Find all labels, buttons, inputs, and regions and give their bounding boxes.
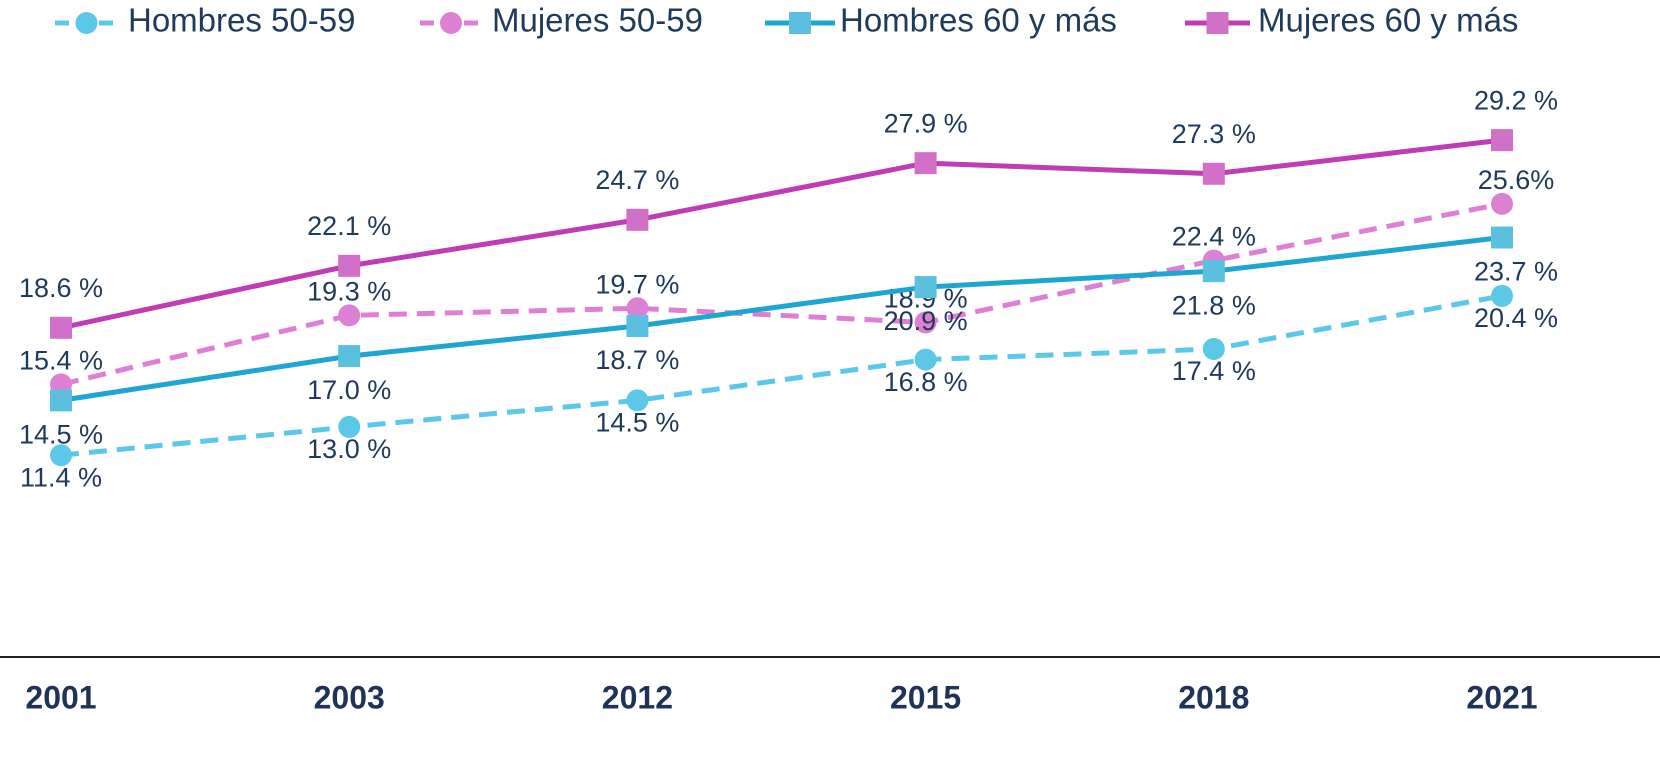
x-tick-label: 2001 (25, 679, 96, 715)
point-marker (1202, 260, 1225, 283)
legend-marker (1206, 12, 1229, 34)
legend-marker (75, 12, 98, 34)
point-marker (338, 254, 361, 277)
data-label: 20.9 % (884, 306, 968, 336)
data-label: 22.1 % (307, 211, 391, 241)
point-marker (914, 348, 937, 371)
data-label: 21.8 % (1172, 290, 1256, 320)
legend-label: Mujeres 60 y más (1258, 2, 1518, 39)
data-label: 23.7 % (1474, 257, 1558, 287)
data-label: 16.8 % (884, 367, 968, 397)
point-marker (1202, 162, 1225, 185)
data-label: 14.5 % (595, 407, 679, 437)
data-label: 24.7 % (595, 165, 679, 195)
data-label: 20.4 % (1474, 303, 1558, 333)
x-tick-label: 2003 (314, 679, 385, 715)
point-marker (914, 152, 937, 175)
data-label: 11.4 % (20, 462, 102, 492)
point-marker (626, 297, 649, 320)
point-marker (50, 444, 72, 467)
data-label: 27.9 % (884, 108, 968, 138)
point-marker (914, 276, 937, 299)
data-label: 27.3 % (1172, 119, 1256, 149)
legend-marker (789, 12, 811, 34)
series-line (60, 201, 1503, 387)
data-label: 14.5 % (19, 419, 103, 449)
legend-label: Hombres 60 y más (840, 2, 1117, 39)
point-marker (914, 311, 937, 334)
legend-label: Hombres 50-59 (128, 2, 355, 39)
point-marker (1491, 129, 1513, 152)
point-marker (1491, 284, 1513, 307)
data-label: 13.0 % (307, 434, 391, 464)
x-tick-label: 2021 (1466, 679, 1537, 715)
point-marker (338, 345, 361, 368)
x-tick-label: 2018 (1178, 679, 1249, 715)
point-marker (50, 316, 72, 339)
data-label: 17.4 % (1172, 356, 1256, 386)
point-marker (1491, 192, 1513, 215)
series-line (60, 293, 1503, 458)
data-label: 18.7 % (595, 345, 679, 375)
data-label: 22.4 % (1172, 222, 1256, 252)
legend-marker (440, 12, 462, 34)
series-line (60, 235, 1503, 403)
data-label: 18.6 % (19, 273, 103, 303)
point-marker (626, 389, 649, 412)
legend-label: Mujeres 50-59 (492, 2, 703, 39)
point-marker (50, 389, 72, 412)
point-marker (1491, 226, 1513, 249)
point-marker (626, 315, 649, 338)
data-label: 15.4 % (19, 346, 103, 376)
x-tick-label: 2012 (602, 679, 673, 715)
point-marker (338, 304, 361, 327)
point-marker (1202, 338, 1225, 361)
data-label: 19.3 % (307, 277, 391, 307)
data-label: 19.7 % (595, 269, 679, 299)
data-label: 25.6% (1478, 165, 1555, 195)
point-marker (626, 208, 649, 231)
data-label: 29.2 % (1474, 85, 1558, 115)
x-tick-label: 2015 (890, 679, 961, 715)
point-marker (338, 415, 361, 438)
data-label: 17.0 % (307, 375, 391, 405)
series-line (60, 137, 1503, 331)
